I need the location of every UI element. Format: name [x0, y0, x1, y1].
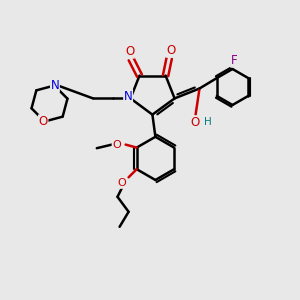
Text: O: O — [166, 44, 175, 57]
Text: N: N — [50, 79, 59, 92]
Text: F: F — [231, 54, 237, 67]
Text: O: O — [125, 45, 134, 58]
Text: N: N — [124, 89, 133, 103]
Text: O: O — [112, 140, 121, 150]
Text: O: O — [190, 116, 200, 129]
Text: H: H — [204, 117, 212, 128]
Text: O: O — [117, 178, 126, 188]
Text: O: O — [39, 115, 48, 128]
